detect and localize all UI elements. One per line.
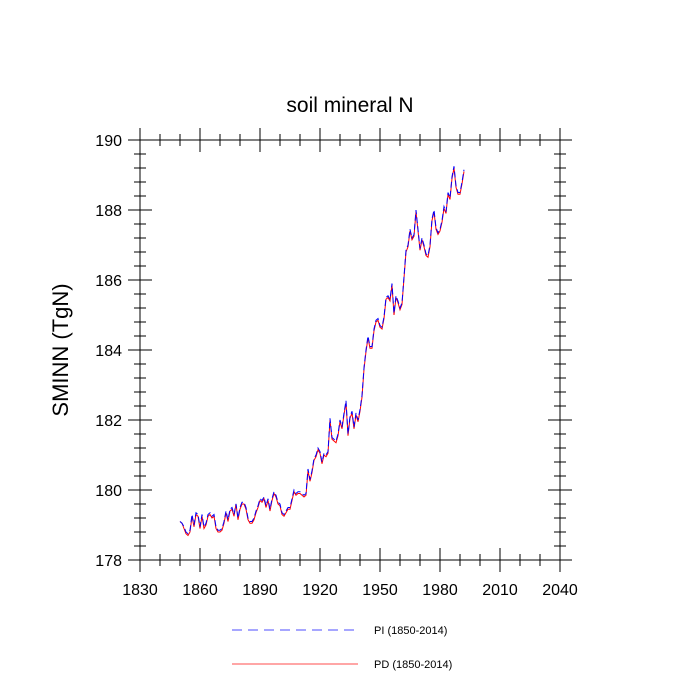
x-tick-label: 2010 [482,582,518,599]
y-tick-label: 184 [95,343,122,360]
x-tick-label: 1890 [242,582,278,599]
y-tick-label: 178 [95,553,122,570]
x-tick-label: 2040 [542,582,578,599]
y-axis-label: SMINN (TgN) [48,283,73,416]
y-tick-label: 182 [95,413,122,430]
y-tick-label: 180 [95,483,122,500]
x-tick-label: 1950 [362,582,398,599]
plot-frame [139,139,561,561]
legend-label-pd: PD (1850-2014) [374,659,452,671]
series-line-pd [179,167,465,537]
legend-label-pi: PI (1850-2014) [374,625,447,637]
x-tick-label: 1860 [182,582,218,599]
y-tick-label: 190 [95,133,122,150]
y-tick-label: 188 [95,203,122,220]
axis-ticks: 1830 1860 1890 1920 1950 1980 2010 2040 178 180 18… [95,128,578,599]
series-lines [179,166,465,537]
y-tick-label: 186 [95,273,122,290]
chart-title: soil mineral N [286,94,413,117]
legend: PI (1850-2014) PD (1850-2014) [232,625,452,671]
x-tick-label: 1830 [122,582,158,599]
x-tick-label: 1980 [422,582,458,599]
series-line-pi [179,166,465,535]
x-tick-label: 1920 [302,582,338,599]
